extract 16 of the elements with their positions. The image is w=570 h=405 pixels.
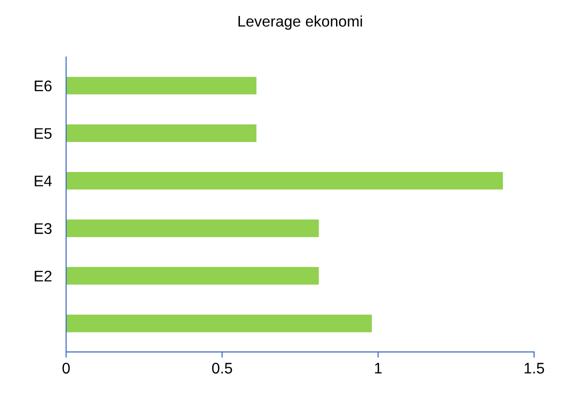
- x-tick-label: 1.5: [524, 362, 544, 374]
- bar: [66, 172, 503, 190]
- x-tick-label: 1: [375, 362, 382, 374]
- chart-title: Leverage ekonomi: [238, 15, 362, 30]
- y-tick-label: E3: [34, 223, 52, 234]
- bar: [66, 220, 319, 238]
- bar: [66, 76, 256, 94]
- x-tick-label: 0: [62, 362, 70, 374]
- bar: [66, 314, 372, 332]
- bar: [66, 267, 319, 285]
- y-tick-label: E6: [34, 80, 52, 92]
- y-tick-label: E4: [34, 176, 52, 186]
- y-tick-label: E2: [34, 270, 52, 282]
- x-tick-label: 0.5: [212, 362, 232, 374]
- bar: [66, 124, 256, 142]
- y-tick-label: E5: [34, 128, 52, 139]
